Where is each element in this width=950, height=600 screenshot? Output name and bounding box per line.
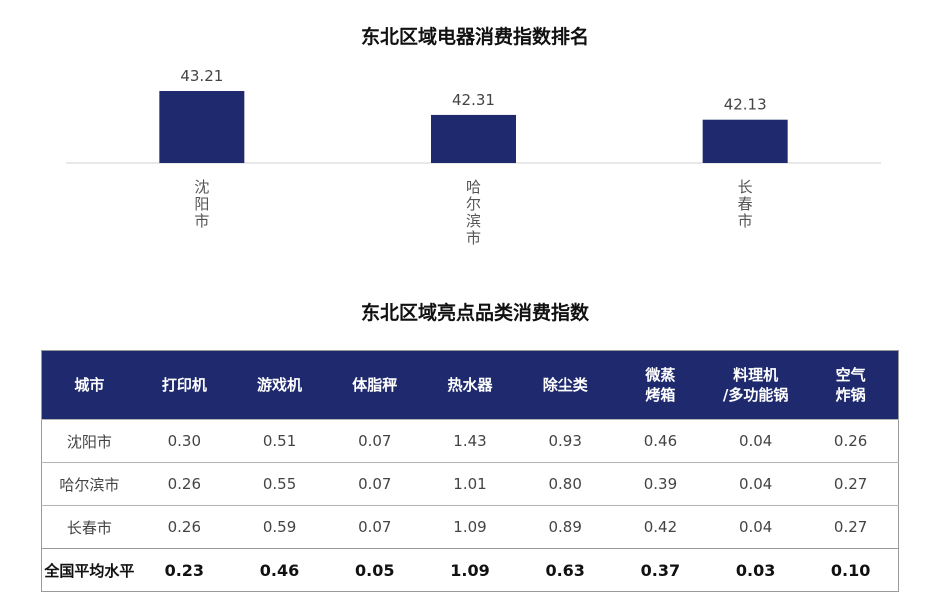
table-cell: 0.59 xyxy=(231,505,328,549)
table-cell: 沈阳市 xyxy=(41,419,137,463)
x-tick-label: 长春市 xyxy=(738,178,753,230)
table-cell: 0.26 xyxy=(803,419,899,463)
table-cell: 0.07 xyxy=(327,505,423,549)
table-cell: 1.43 xyxy=(422,419,518,463)
table-cell: 0.27 xyxy=(803,505,899,549)
table-cell: 0.80 xyxy=(517,462,613,506)
table-cell: 0.89 xyxy=(517,505,613,549)
table-cell: 0.63 xyxy=(517,548,613,592)
table-cell: 0.93 xyxy=(517,419,613,463)
bar-value-label: 42.13 xyxy=(724,96,767,114)
x-tick-label: 哈尔滨市 xyxy=(466,178,481,247)
table-cell: 0.26 xyxy=(136,505,232,549)
column-header: 料理机/多功能锅 xyxy=(708,350,804,420)
table-cell: 0.51 xyxy=(231,419,328,463)
table-cell: 0.46 xyxy=(612,419,709,463)
table-cell: 0.23 xyxy=(136,548,232,592)
chart-title: 东北区域电器消费指数排名 xyxy=(360,26,589,48)
table-header-row: 城市 打印机 游戏机 体脂秤 热水器 除尘类 微蒸 烤箱 料理机/多功能锅 空气 炸锅 xyxy=(41,350,899,420)
table-cell: 0.04 xyxy=(708,419,804,463)
x-tick-label: 沈阳市 xyxy=(194,178,209,230)
table-cell: 1.01 xyxy=(422,462,518,506)
table-cell: 0.10 xyxy=(803,548,899,592)
table-cell: 1.09 xyxy=(422,505,518,549)
column-header: 除尘类 xyxy=(517,350,613,420)
table-cell: 0.27 xyxy=(803,462,899,506)
column-header: 热水器 xyxy=(422,350,518,420)
table-row: 长春市 0.26 0.59 0.07 1.09 0.89 0.42 0.04 0.27 xyxy=(41,505,899,549)
table-cell: 0.05 xyxy=(327,548,423,592)
bar-0 xyxy=(159,91,245,163)
column-header: 微蒸 烤箱 xyxy=(612,350,709,420)
table-cell: 0.26 xyxy=(136,462,232,506)
table-cell: 0.03 xyxy=(708,548,804,592)
table-cell: 0.37 xyxy=(612,548,709,592)
table-cell: 全国平均水平 xyxy=(41,548,137,592)
table-cell: 0.07 xyxy=(327,462,423,506)
table-row: 哈尔滨市 0.26 0.55 0.07 1.01 0.80 0.39 0.04 0.27 xyxy=(41,462,899,506)
bar-2 xyxy=(702,119,788,163)
table-cell: 0.55 xyxy=(231,462,328,506)
table-row: 沈阳市 0.30 0.51 0.07 1.43 0.93 0.46 0.04 0.26 xyxy=(41,419,899,463)
table-cell: 0.04 xyxy=(708,462,804,506)
table-title: 东北区域亮点品类消费指数 xyxy=(360,302,589,324)
bar-1 xyxy=(431,114,516,163)
table-cell: 0.07 xyxy=(327,419,423,463)
table-cell: 0.30 xyxy=(136,419,232,463)
table-row: 全国平均水平 0.23 0.46 0.05 1.09 0.63 0.37 0.03 0.10 xyxy=(41,548,899,592)
bar-chart: 43.21 沈阳市 42.31 哈尔滨市 42.13 长春市 xyxy=(66,67,881,247)
column-header: 体脂秤 xyxy=(327,350,423,420)
table-cell: 0.42 xyxy=(612,505,709,549)
table-cell: 1.09 xyxy=(422,548,518,592)
table-cell: 哈尔滨市 xyxy=(41,462,137,506)
column-header: 打印机 xyxy=(136,350,232,420)
table-body: 沈阳市 0.30 0.51 0.07 1.43 0.93 0.46 0.04 0.26 哈尔滨市 0… xyxy=(41,419,899,592)
bar-value-label: 42.31 xyxy=(452,91,495,109)
column-header: 城市 xyxy=(41,350,137,420)
column-header: 游戏机 xyxy=(231,350,328,420)
table-cell: 0.04 xyxy=(708,505,804,549)
table-cell: 长春市 xyxy=(41,505,137,549)
consumption-index-table: 城市 打印机 游戏机 体脂秤 热水器 除尘类 微蒸 烤箱 料理机/多功能锅 空气 炸锅 沈阳市 0.3… xyxy=(41,350,899,592)
table-cell: 0.46 xyxy=(231,548,328,592)
column-header: 空气 炸锅 xyxy=(803,350,899,420)
table-cell: 0.39 xyxy=(612,462,709,506)
bar-value-label: 43.21 xyxy=(180,67,223,85)
